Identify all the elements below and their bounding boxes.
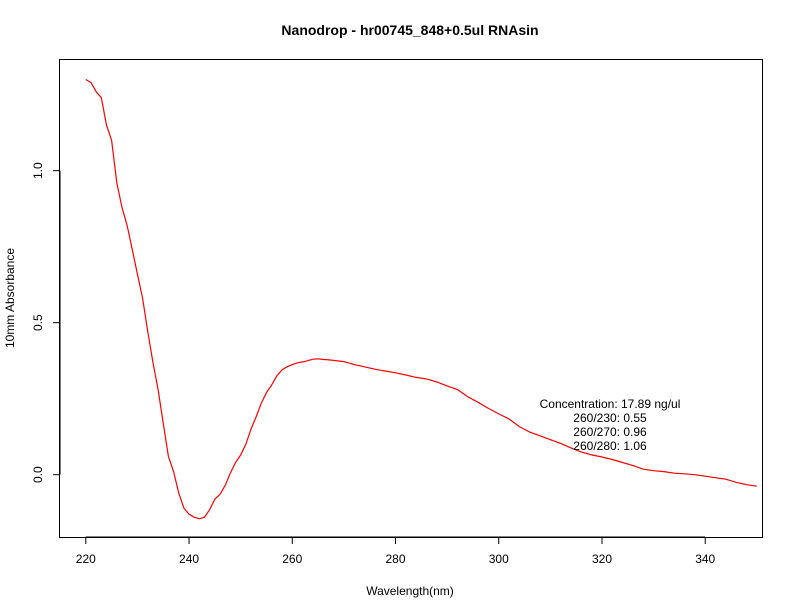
y-tick-label: 1.0: [31, 162, 45, 179]
y-tick-label: 0.0: [31, 466, 45, 483]
x-tick-label: 220: [76, 552, 96, 566]
x-tick-label: 240: [179, 552, 199, 566]
x-tick-label: 340: [695, 552, 715, 566]
x-tick-label: 260: [282, 552, 302, 566]
x-tick-label: 320: [592, 552, 612, 566]
y-axis-label: 10mm Absorbance: [3, 248, 17, 348]
annotation-ratio-260-270: 260/270: 0.96: [573, 425, 647, 439]
x-tick-label: 280: [385, 552, 405, 566]
annotation-ratio-260-230: 260/230: 0.55: [573, 411, 647, 425]
annotation-concentration: Concentration: 17.89 ng/ul: [540, 397, 681, 411]
x-tick-label: 300: [489, 552, 509, 566]
absorbance-series-line: [85, 78, 757, 520]
x-axis-label: Wavelength(nm): [366, 584, 454, 598]
y-axis: 0.0 0.5 1.0: [31, 162, 61, 483]
chart-title: Nanodrop - hr00745_848+0.5ul RNAsin: [281, 22, 538, 38]
annotation-block: Concentration: 17.89 ng/ul 260/230: 0.55…: [540, 397, 681, 453]
annotation-ratio-260-280: 260/280: 1.06: [573, 439, 647, 453]
series-layer: [85, 78, 757, 520]
x-axis: 220 240 260 280 300 320 340: [76, 536, 716, 566]
y-tick-label: 0.5: [31, 314, 45, 331]
